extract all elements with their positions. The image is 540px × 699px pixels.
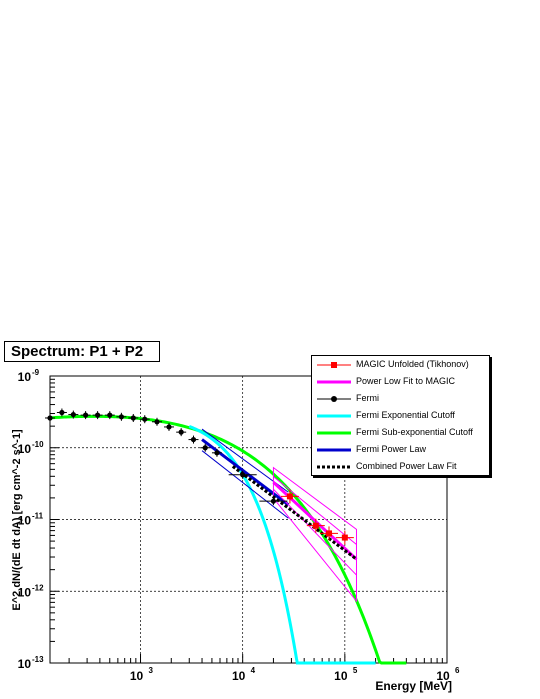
legend-symbol-magic xyxy=(317,362,351,368)
legend-symbol-combined-fit xyxy=(317,465,351,469)
x-tick-exponent: 6 xyxy=(455,666,460,675)
y-tick-exponent: -11 xyxy=(32,512,44,521)
y-tick-label: 10 xyxy=(18,442,32,456)
fermi-point xyxy=(166,424,172,430)
fermi-power-law-line xyxy=(201,438,290,507)
x-tick-label: 10 xyxy=(334,669,348,683)
y-tick-exponent: -13 xyxy=(32,655,44,664)
magic-point xyxy=(286,493,293,500)
magic-point xyxy=(326,530,333,537)
y-tick-label: 10 xyxy=(18,585,32,599)
fermi-point xyxy=(190,436,197,443)
legend-item-power-low-fit: Power Low Fit to MAGIC xyxy=(312,373,489,390)
fermi-point xyxy=(107,412,113,418)
legend-symbol-fermi xyxy=(317,396,351,402)
legend-item-combined-fit: Combined Power Law Fit xyxy=(312,458,489,475)
legend-symbol-power-low-fit xyxy=(317,380,351,384)
legend-symbol-fermi-power-law xyxy=(317,448,351,452)
y-tick-label: 10 xyxy=(18,657,32,671)
y-tick-label: 10 xyxy=(18,370,32,384)
legend-label-fermi-power-law: Fermi Power Law xyxy=(356,444,427,454)
magic-point xyxy=(312,522,319,529)
fermi-point xyxy=(47,415,53,421)
x-axis-label: Energy [MeV] xyxy=(375,679,452,693)
legend-label-power-low-fit: Power Low Fit to MAGIC xyxy=(356,376,456,386)
legend-item-subexp-cutoff: Fermi Sub-exponential Cutoff xyxy=(312,424,489,441)
magic-fit-band xyxy=(272,466,357,603)
x-tick-exponent: 4 xyxy=(251,666,256,675)
x-tick-label: 10 xyxy=(130,669,144,683)
x-tick-label: 10 xyxy=(232,669,246,683)
legend-symbol-subexp-cutoff xyxy=(317,431,351,435)
y-tick-exponent: -9 xyxy=(32,368,40,377)
exp-cutoff-curve xyxy=(188,425,376,665)
legend-item-magic: MAGIC Unfolded (Tikhonov) xyxy=(312,356,489,373)
fermi-point xyxy=(214,450,220,456)
fermi-power-law-band xyxy=(201,428,289,519)
y-tick-exponent: -12 xyxy=(32,583,44,592)
fermi-point xyxy=(118,414,125,420)
fermi-point xyxy=(142,416,148,422)
fermi-point xyxy=(82,412,89,418)
legend-label-subexp-cutoff: Fermi Sub-exponential Cutoff xyxy=(356,427,473,437)
legend-item-fermi-power-law: Fermi Power Law xyxy=(312,441,489,458)
fermi-point xyxy=(130,415,136,421)
fermi-point xyxy=(240,472,246,478)
y-tick-exponent: -10 xyxy=(32,440,44,449)
axis-ticks xyxy=(50,375,448,664)
legend-label-magic: MAGIC Unfolded (Tikhonov) xyxy=(356,359,469,369)
fermi-point xyxy=(59,409,65,416)
y-axis-label: E^2 dN/(dE dt dA) [erg cm^-2 s^-1] xyxy=(11,429,23,611)
fermi-point xyxy=(270,498,277,504)
magic-point xyxy=(341,534,348,541)
legend: MAGIC Unfolded (Tikhonov) Power Low Fit … xyxy=(311,355,490,476)
y-tick-label: 10 xyxy=(18,514,32,528)
fermi-point xyxy=(94,412,101,418)
combined-fit-line xyxy=(231,465,358,561)
fermi-point xyxy=(154,419,160,425)
legend-label-fermi: Fermi xyxy=(356,393,379,403)
fermi-point xyxy=(202,445,208,451)
x-tick-exponent: 5 xyxy=(353,666,358,675)
chart-title: Spectrum: P1 + P2 xyxy=(4,341,160,362)
legend-item-exp-cutoff: Fermi Exponential Cutoff xyxy=(312,407,489,424)
fermi-point xyxy=(178,429,184,435)
legend-symbol-exp-cutoff xyxy=(317,414,351,418)
x-tick-label: 10 xyxy=(436,669,450,683)
legend-item-fermi: Fermi xyxy=(312,390,489,407)
legend-label-exp-cutoff: Fermi Exponential Cutoff xyxy=(356,410,455,420)
legend-label-combined-fit: Combined Power Law Fit xyxy=(356,461,457,471)
fermi-point xyxy=(70,411,76,418)
x-tick-exponent: 3 xyxy=(149,666,154,675)
data-points xyxy=(45,408,354,545)
